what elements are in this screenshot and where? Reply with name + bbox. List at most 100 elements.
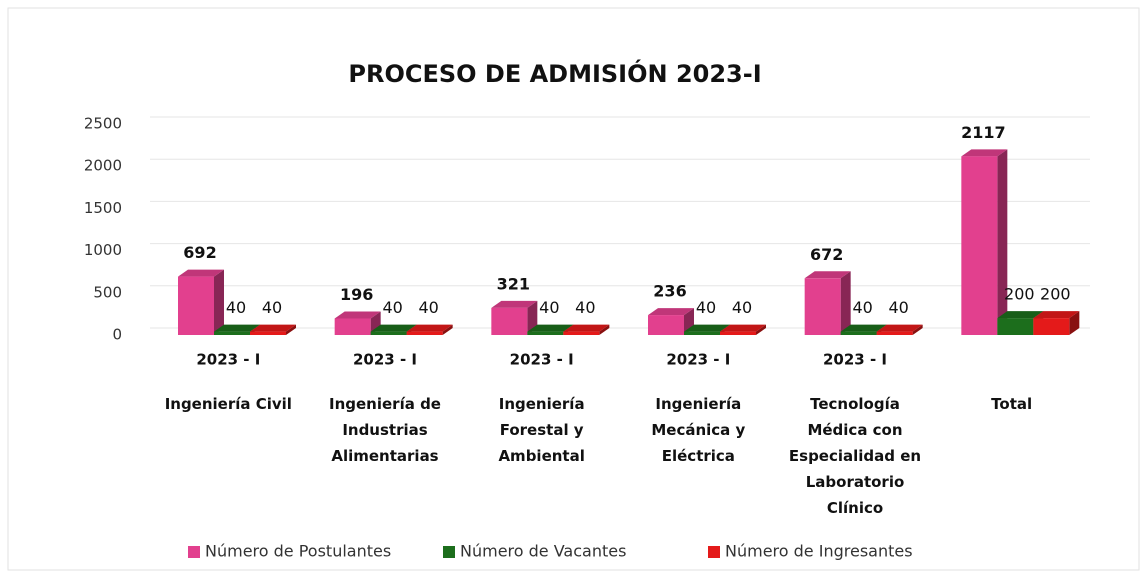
bar-front (961, 156, 998, 335)
bar-top (214, 324, 260, 332)
bar-side (214, 269, 224, 335)
bar-front (804, 278, 841, 335)
legend-label: Número de Vacantes (460, 542, 626, 561)
bar-top (563, 324, 610, 332)
data-label: 200 (1040, 285, 1071, 304)
y-tick-label: 0 (112, 326, 122, 344)
data-label: 40 (732, 298, 752, 317)
bar-top (370, 324, 417, 332)
legend-swatch (708, 546, 720, 558)
bar-front (491, 307, 528, 335)
bar-front (334, 318, 371, 335)
y-tick-label: 1000 (84, 241, 122, 259)
bar-side (997, 149, 1008, 335)
data-label: 236 (653, 282, 686, 301)
x-tick-label: Tecnología Médica con Especialidad en La… (788, 395, 922, 517)
data-label: 321 (497, 274, 530, 293)
bar (804, 271, 851, 335)
bar (563, 324, 610, 335)
bar-top (406, 324, 453, 332)
legend-label: Número de Ingresantes (725, 542, 913, 561)
bar-front (648, 315, 684, 335)
bar-top (840, 324, 887, 332)
bar (961, 149, 1008, 335)
data-label: 40 (226, 298, 246, 317)
bar-front (178, 276, 214, 335)
y-tick-label: 500 (93, 283, 122, 301)
bar (250, 324, 296, 335)
data-label: 40 (575, 298, 595, 317)
bar (406, 324, 453, 335)
bar-side (912, 324, 923, 335)
data-label: 40 (382, 298, 402, 317)
data-label: 40 (418, 298, 438, 317)
chart-frame (7, 7, 1140, 571)
bar-top (527, 324, 574, 332)
bar-front (720, 331, 756, 335)
bar-front (876, 331, 913, 335)
bar-top (804, 271, 851, 279)
bar-top (876, 324, 923, 332)
period-label: 2023 - I (353, 351, 417, 369)
bar-front (997, 318, 1034, 335)
bar-front (214, 331, 250, 335)
y-tick-label: 2000 (84, 157, 122, 175)
y-tick-label: 2500 (84, 115, 122, 133)
bar (491, 300, 538, 335)
bar (648, 308, 694, 335)
bar (1033, 311, 1080, 335)
period-label: 2023 - I (510, 351, 574, 369)
bar-top (1033, 311, 1080, 319)
bar-front (370, 331, 407, 335)
bar-front (563, 331, 600, 335)
y-tick-label: 1500 (84, 199, 122, 217)
bar-front (406, 331, 443, 335)
bar (876, 324, 923, 335)
data-label: 2117 (961, 123, 1006, 142)
bar-side (442, 324, 453, 335)
bar-top (334, 311, 381, 319)
period-label: 2023 - I (823, 351, 887, 369)
data-label: 40 (262, 298, 282, 317)
x-tick-label: Ingeniería de Industrias Alimentarias (329, 395, 441, 465)
bar-side (840, 271, 851, 335)
bar (720, 324, 766, 335)
bar-front (250, 331, 286, 335)
bar-top (961, 149, 1008, 157)
data-label: 40 (539, 298, 559, 317)
bar-top (648, 308, 694, 316)
bar-side (286, 324, 296, 335)
chart-title: PROCESO DE ADMISIÓN 2023-I (348, 58, 761, 88)
bar-front (684, 331, 720, 335)
bar-side (1069, 311, 1080, 335)
bar-top (720, 324, 766, 332)
data-label: 200 (1004, 285, 1035, 304)
bar (178, 269, 224, 335)
bar-front (1033, 318, 1070, 335)
bar-top (250, 324, 296, 332)
x-tick-label: Total (991, 395, 1033, 413)
x-tick-label: Ingeniería Forestal y Ambiental (498, 395, 585, 465)
bar-top (997, 311, 1044, 319)
x-tick-label: Ingeniería Mecánica y Eléctrica (651, 395, 746, 465)
data-label: 40 (852, 298, 872, 317)
data-label: 40 (888, 298, 908, 317)
legend-swatch (443, 546, 455, 558)
bar-side (599, 324, 610, 335)
data-label: 196 (340, 285, 373, 304)
bar-top (491, 300, 538, 308)
data-label: 40 (696, 298, 716, 317)
bar-top (684, 324, 730, 332)
bar-side (756, 324, 766, 335)
data-label: 672 (810, 245, 843, 264)
period-label: 2023 - I (196, 351, 260, 369)
bar-front (527, 331, 564, 335)
bar-front (840, 331, 877, 335)
bar-top (178, 269, 224, 277)
period-label: 2023 - I (666, 351, 730, 369)
legend-swatch (188, 546, 200, 558)
x-tick-label: Ingeniería Civil (164, 395, 292, 413)
data-label: 692 (183, 243, 216, 262)
